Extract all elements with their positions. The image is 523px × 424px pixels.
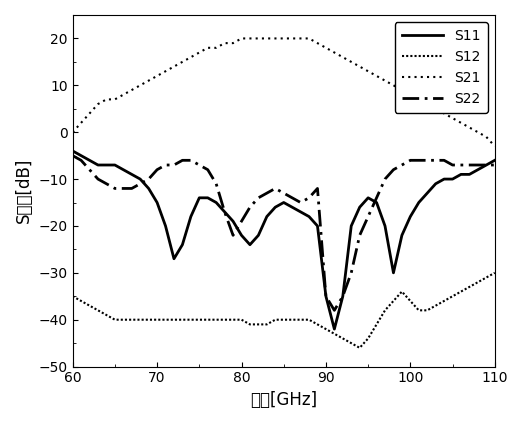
S22 xyxy=(331,308,337,313)
S22 xyxy=(70,153,76,158)
S21 xyxy=(204,45,211,50)
S11 xyxy=(204,195,211,201)
S22 xyxy=(357,233,363,238)
S22 xyxy=(204,167,211,172)
S12 xyxy=(162,317,168,322)
S21 xyxy=(162,69,168,74)
S11 xyxy=(483,162,490,167)
S22 xyxy=(196,162,202,167)
Line: S22: S22 xyxy=(73,156,495,310)
S12 xyxy=(382,308,388,313)
S21 xyxy=(382,78,388,83)
S11 xyxy=(162,223,168,229)
S12 xyxy=(348,340,355,346)
S11 xyxy=(382,223,388,229)
S21 xyxy=(492,144,498,149)
Legend: S11, S12, S21, S22: S11, S12, S21, S22 xyxy=(395,22,488,113)
S21 xyxy=(196,50,202,55)
S12 xyxy=(357,345,363,350)
S21 xyxy=(70,130,76,135)
S22 xyxy=(162,162,168,167)
S22 xyxy=(492,162,498,167)
Line: S21: S21 xyxy=(73,39,495,146)
X-axis label: 频率[GHz]: 频率[GHz] xyxy=(250,391,317,409)
S12 xyxy=(196,317,202,322)
S22 xyxy=(483,162,490,167)
S11 xyxy=(492,158,498,163)
Line: S12: S12 xyxy=(73,273,495,348)
S12 xyxy=(70,294,76,299)
Line: S11: S11 xyxy=(73,151,495,329)
S21 xyxy=(483,134,490,139)
S21 xyxy=(238,36,245,41)
S22 xyxy=(382,176,388,181)
S12 xyxy=(204,317,211,322)
S21 xyxy=(357,64,363,69)
S11 xyxy=(357,205,363,210)
S11 xyxy=(70,148,76,153)
S12 xyxy=(483,275,490,280)
Y-axis label: S参数[dB]: S参数[dB] xyxy=(15,158,33,223)
S12 xyxy=(492,270,498,275)
S11 xyxy=(331,326,337,332)
S11 xyxy=(196,195,202,201)
